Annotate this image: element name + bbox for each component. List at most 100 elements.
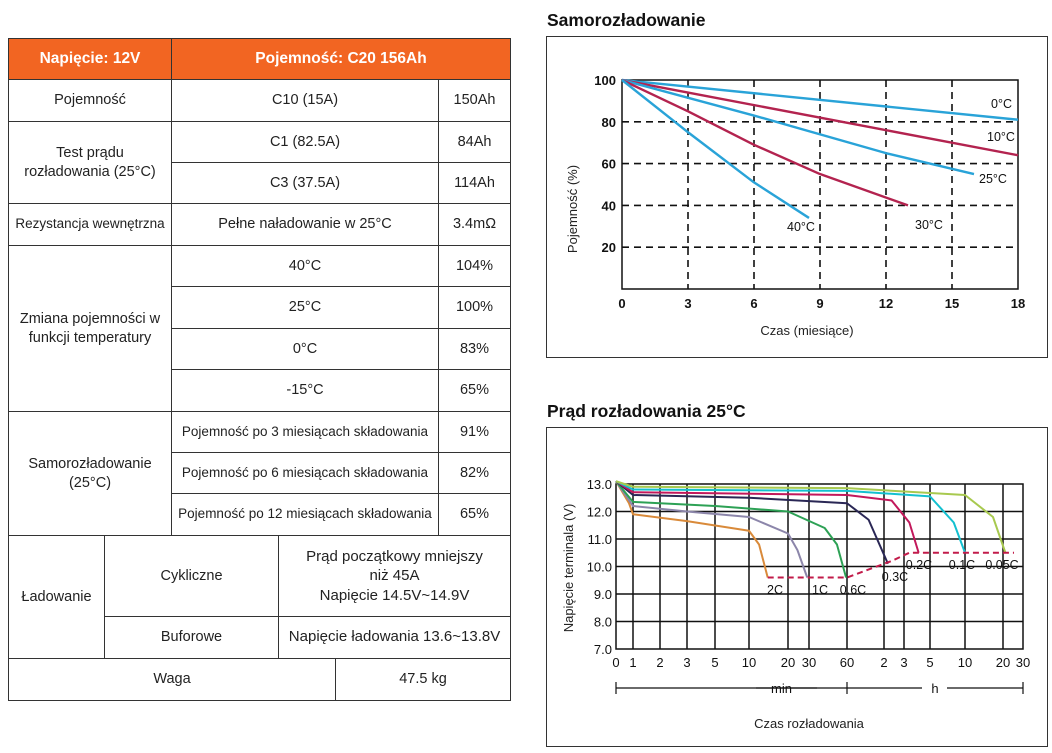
temperature-value-4: 65% — [438, 369, 511, 412]
selfdischarge-condition-1: Pojemność po 3 miesiącach składowania — [171, 411, 439, 453]
chart1-x-tick-label: 12 — [879, 296, 893, 311]
capacity-header: Pojemność: C20 156Ah — [171, 38, 511, 80]
chart2-cutoff-line — [767, 551, 1015, 579]
charging-label: Ładowanie — [8, 535, 105, 659]
resistance-value: 3.4mΩ — [438, 203, 511, 246]
spec-table: Napięcie: 12V Pojemność: C20 156Ah Pojem… — [8, 38, 511, 701]
chart2-x-tick-label: 3 — [683, 655, 690, 670]
chart2-y-tick-label: 11.0 — [588, 532, 612, 547]
table-row: Ładowanie Cykliczne Prąd początkowy mnie… — [8, 535, 511, 659]
selfdischarge-value-1: 91% — [438, 411, 511, 453]
capacity-condition: C10 (15A) — [171, 79, 439, 122]
temperature-condition-2: 25°C — [171, 286, 439, 329]
chart2-series-line — [615, 480, 920, 554]
chart2-series-label: 0.3C — [882, 570, 908, 584]
chart2-x-tick-label: 10 — [958, 655, 972, 670]
discharge-condition-1: C1 (82.5A) — [171, 121, 439, 163]
chart1-x-tick-label: 15 — [945, 296, 959, 311]
chart2-series-line — [615, 480, 1007, 554]
chart2-x-tick-label: 30 — [1016, 655, 1030, 670]
chart2-title: Prąd rozładowania 25°C — [547, 401, 746, 421]
chart1-series-line — [621, 78, 1019, 157]
table-row: Pojemność C10 (15A) 150Ah — [8, 79, 511, 122]
discharge-value-2: 114Ah — [438, 162, 511, 204]
chart2-x-tick-label: 60 — [840, 655, 854, 670]
table-row: 0°C 83% — [9, 328, 511, 370]
chart2-x-axis-label: Czas rozładowania — [754, 716, 865, 731]
chart1-y-axis-label: Pojemność (%) — [565, 165, 580, 253]
chart1-y-tick-label: 40 — [602, 198, 616, 213]
chart2-x-tick-label: 3 — [900, 655, 907, 670]
table-row: Buforowe Napięcie ładowania 13.6~13.8V — [9, 616, 511, 659]
chart2-series-label: 0.1C — [949, 558, 975, 572]
chart2-y-tick-label: 12.0 — [587, 505, 612, 520]
chart2-x-tick-label: 0 — [612, 655, 619, 670]
temperature-value-3: 83% — [438, 328, 511, 370]
temperature-label: Zmiana pojemności w funkcji temperatury — [8, 245, 172, 412]
chart1-series-label: 30°C — [915, 218, 943, 232]
discharge-current-chart: 2C 1C 0.6C 0.3C0.2C 0.1C 0.05C 13.0 12.0 11.0 10… — [561, 477, 1030, 731]
chart1-series-label: 40°C — [787, 220, 815, 234]
temperature-condition-3: 0°C — [171, 328, 439, 370]
chart2-x-tick-label: 30 — [802, 655, 816, 670]
chart2-series-label: 1C — [812, 583, 828, 597]
chart2-series-label: 2C — [767, 583, 783, 597]
temperature-condition-4: -15°C — [171, 369, 439, 412]
table-row: Pojemność po 12 miesiącach składowania 6… — [9, 493, 511, 536]
selfdischarge-condition-2: Pojemność po 6 miesiącach składowania — [171, 452, 439, 494]
chart1-series-line — [621, 78, 975, 176]
table-row: Test prądu rozładowania (25°C) C1 (82.5A… — [8, 121, 511, 204]
selfdischarge-value-2: 82% — [438, 452, 511, 494]
chart1-y-tick-label: 60 — [602, 157, 616, 172]
selfdischarge-value-3: 65% — [438, 493, 511, 536]
chart1-series-label: 0°C — [991, 97, 1012, 111]
chart2-x-tick-label: 2 — [656, 655, 663, 670]
chart2-x-tick-label: 20 — [781, 655, 795, 670]
table-row: C3 (37.5A) 114Ah — [9, 162, 511, 204]
charging-cyclic-value: Prąd początkowy mniejszy niż 45A Napięci… — [278, 535, 511, 617]
chart2-x-tick-label: 1 — [629, 655, 636, 670]
chart1-y-tick-label: 80 — [602, 115, 616, 130]
chart2-series-label: 0.6C — [840, 583, 866, 597]
unit-h-label: h — [931, 681, 938, 696]
chart2-x-tick-label: 5 — [926, 655, 933, 670]
table-row: -15°C 65% — [9, 369, 511, 412]
weight-value: 47.5 kg — [335, 658, 511, 701]
chart2-y-tick-label: 8.0 — [594, 615, 612, 630]
table-row: Pojemność po 6 miesiącach składowania 82… — [9, 452, 511, 494]
chart2-x-tick-label: 5 — [711, 655, 718, 670]
voltage-header: Napięcie: 12V — [8, 38, 172, 80]
chart2-x-tick-label: 20 — [996, 655, 1010, 670]
resistance-condition: Pełne naładowanie w 25°C — [171, 203, 439, 246]
chart2-series-line — [615, 480, 966, 554]
charging-float-label: Buforowe — [104, 616, 279, 659]
chart1-y-tick-label: 20 — [602, 240, 616, 255]
chart1-series-line — [621, 79, 810, 219]
chart2-y-axis-label: Napięcie terminala (V) — [561, 504, 576, 633]
self-discharge-chart: 0°C 10°C 25°C 30°C 40°C 0 3 6 9 12 15 18 20 40 60 80 10… — [565, 73, 1025, 338]
chart1-series-label: 10°C — [987, 130, 1015, 144]
chart1-x-tick-label: 6 — [750, 296, 757, 311]
selfdischarge-label: Samorozładowanie (25°C) — [8, 411, 172, 536]
chart2-series-line — [615, 480, 809, 578]
chart1-x-tick-label: 0 — [618, 296, 625, 311]
chart2-y-tick-label: 10.0 — [587, 560, 612, 575]
chart1-x-axis-label: Czas (miesiące) — [760, 323, 853, 338]
discharge-value-1: 84Ah — [438, 121, 511, 163]
discharge-condition-2: C3 (37.5A) — [171, 162, 439, 204]
chart1-x-tick-label: 9 — [816, 296, 823, 311]
chart2-y-tick-label: 13.0 — [587, 477, 612, 492]
chart2-series-line — [615, 480, 848, 578]
charging-cyclic-label: Cykliczne — [104, 535, 279, 617]
capacity-value: 150Ah — [438, 79, 511, 122]
chart1-x-tick-label: 18 — [1011, 296, 1025, 311]
table-row: Rezystancja wewnętrzna Pełne naładowanie… — [8, 203, 511, 246]
chart1-title: Samorozładowanie — [547, 10, 706, 30]
chart1-series-label: 25°C — [979, 172, 1007, 186]
chart2-series-label: 0.05C — [985, 558, 1018, 572]
chart2-y-tick-label: 7.0 — [594, 642, 612, 657]
cyclic-line-2: niż 45A — [369, 567, 420, 585]
temperature-value-1: 104% — [438, 245, 511, 287]
chart2-series-label: 0.2C — [906, 558, 932, 572]
weight-label: Waga — [8, 658, 336, 701]
